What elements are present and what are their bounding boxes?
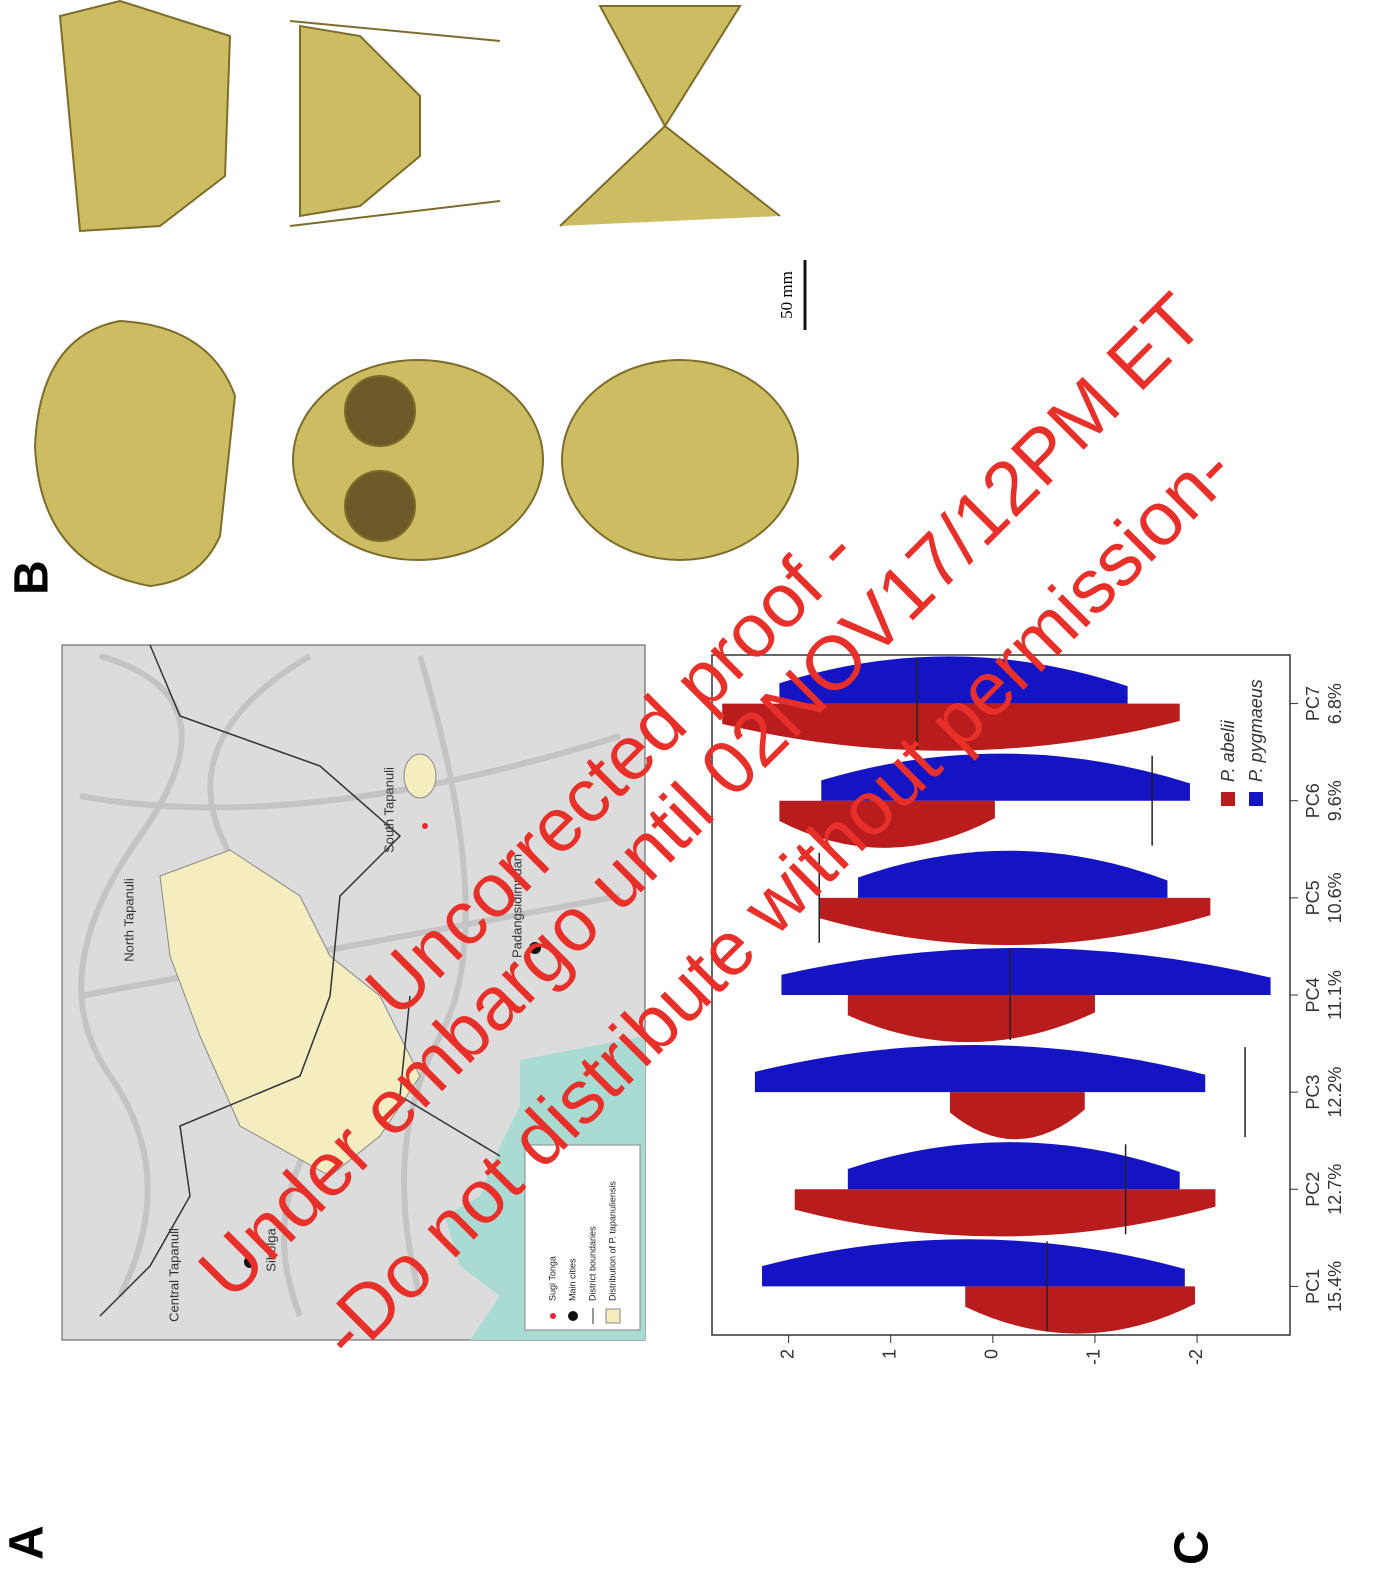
- page: A B C North Tapanuli South Tapanuli Cent…: [0, 0, 1386, 1596]
- watermark: Under embargo until 02NOV17/12PM ET: [183, 278, 1220, 1315]
- watermark-layer: Uncorrected proof - Under embargo until …: [0, 0, 1386, 1596]
- watermark: Uncorrected proof -: [350, 510, 873, 1033]
